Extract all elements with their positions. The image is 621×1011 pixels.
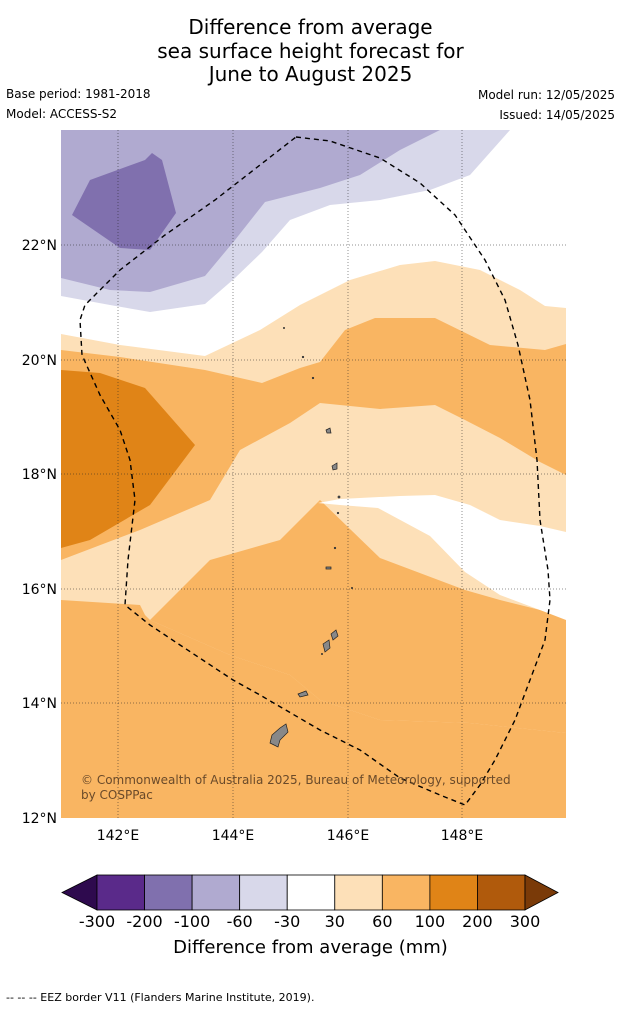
latitude-labels: 22°N 20°N 18°N 16°N 14°N 12°N bbox=[22, 238, 57, 827]
colorbar-bin bbox=[477, 874, 526, 911]
lat-label: 16°N bbox=[22, 582, 57, 598]
lon-label: 148°E bbox=[441, 828, 484, 844]
colorbar-tick-label: 30 bbox=[325, 912, 345, 931]
colorbar-bin bbox=[429, 874, 478, 911]
mariana-islands bbox=[269, 327, 353, 748]
colorbar-tick-label: -300 bbox=[79, 912, 115, 931]
colorbar-title: Difference from average (mm) bbox=[173, 937, 448, 958]
colorbar-bin bbox=[239, 874, 288, 911]
colorbar-bin bbox=[96, 874, 145, 911]
model-run: Model run: 12/05/2025 bbox=[477, 88, 615, 102]
base-period: Base period: 1981-2018 bbox=[6, 87, 151, 101]
colorbar-tick-label: -30 bbox=[274, 912, 300, 931]
colorbar-bin bbox=[381, 874, 431, 911]
title-line-1: Difference from average bbox=[188, 15, 433, 39]
colorbar-tick-label: -60 bbox=[227, 912, 253, 931]
colorbar-tick-label: 60 bbox=[372, 912, 392, 931]
colorbar-ticks: -300 -200 -100 -60 -30 30 60 100 200 300 bbox=[79, 912, 540, 931]
colorbar bbox=[61, 874, 559, 911]
eez-border bbox=[79, 136, 551, 806]
lat-label: 20°N bbox=[22, 353, 57, 369]
colorbar-tick-label: 100 bbox=[415, 912, 446, 931]
lat-label: 22°N bbox=[22, 238, 57, 254]
lon-label: 146°E bbox=[327, 828, 370, 844]
colorbar-extend-low bbox=[61, 874, 98, 911]
colorbar-tick-label: -200 bbox=[126, 912, 162, 931]
grid-lines bbox=[61, 130, 566, 818]
colorbar-bin bbox=[286, 874, 336, 911]
copyright-line-2: by COSPPac bbox=[81, 788, 153, 802]
colorbar-extend-high bbox=[524, 874, 559, 911]
colorbar-bin bbox=[191, 874, 241, 911]
contour-fields bbox=[61, 130, 566, 818]
longitude-labels: 142°E 144°E 146°E 148°E bbox=[97, 828, 484, 844]
band-minus-100 bbox=[72, 153, 176, 250]
band-neutral-tongue bbox=[318, 495, 566, 620]
colorbar-tick-label: -100 bbox=[174, 912, 210, 931]
title-line-2: sea surface height forecast for bbox=[157, 39, 464, 63]
colorbar-bin bbox=[144, 874, 193, 911]
title-line-3: June to August 2025 bbox=[208, 62, 413, 86]
lon-label: 144°E bbox=[212, 828, 255, 844]
lon-label: 142°E bbox=[97, 828, 140, 844]
issued-date: Issued: 14/05/2025 bbox=[499, 108, 615, 122]
lat-label: 14°N bbox=[22, 696, 57, 712]
copyright-line-1: © Commonwealth of Australia 2025, Bureau… bbox=[81, 773, 511, 787]
lat-label: 12°N bbox=[22, 811, 57, 827]
eez-footnote: -- -- -- EEZ border V11 (Flanders Marine… bbox=[6, 991, 315, 1004]
band-plus-100 bbox=[61, 370, 195, 548]
band-plus-60-south bbox=[61, 600, 566, 740]
lat-label: 18°N bbox=[22, 467, 57, 483]
model-name: Model: ACCESS-S2 bbox=[6, 107, 118, 121]
colorbar-bin bbox=[334, 874, 383, 911]
colorbar-tick-label: 200 bbox=[462, 912, 493, 931]
colorbar-tick-label: 300 bbox=[510, 912, 541, 931]
